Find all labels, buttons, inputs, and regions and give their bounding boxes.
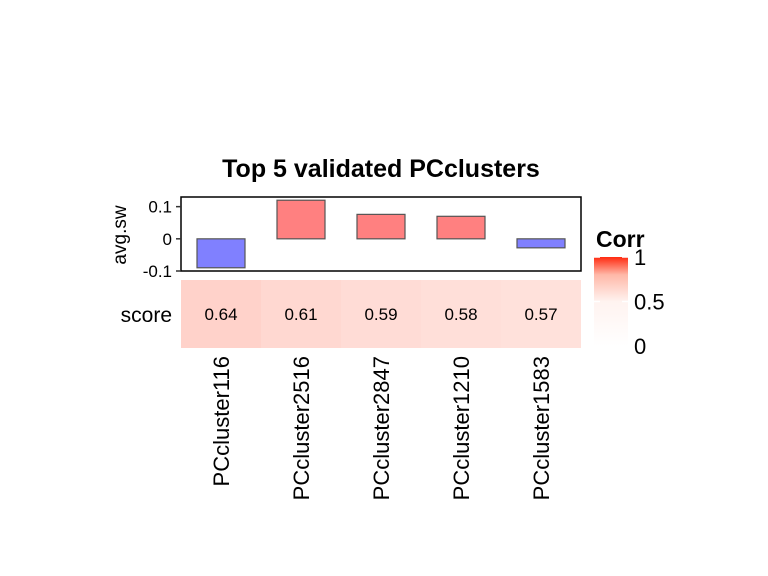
y-tick-label: 0: [163, 230, 172, 249]
heatmap-cell-PCcluster2847: [341, 280, 421, 348]
heatmap-cell-PCcluster1210: [421, 280, 501, 348]
legend: Corr 10.50: [594, 226, 665, 359]
x-category-label: PCcluster2516: [289, 356, 314, 500]
bars: [196, 199, 566, 269]
heatmap-cells: 0.64 0.61 0.59 0.58 0.57: [181, 280, 581, 348]
x-axis-labels: PCcluster116 PCcluster2516 PCcluster2847 PC…: [209, 356, 554, 500]
y-tick-label: 0.1: [148, 198, 172, 217]
heatmap-row-label: score: [121, 304, 172, 327]
legend-tick-label: 1: [634, 245, 646, 270]
bar-PCcluster2847: [356, 213, 406, 240]
heatmap-panel: score 0.64 0.61 0.59 0.58 0.57: [121, 280, 581, 348]
heatmap-value-label: 0.58: [444, 305, 477, 324]
heatmap-cell-PCcluster116: [181, 280, 261, 348]
heatmap-cell-PCcluster2516: [261, 280, 341, 348]
bar-y-axis: 0.1 0 -0.1: [143, 198, 181, 281]
chart-title: Top 5 validated PCclusters: [222, 155, 540, 183]
heatmap-value-label: 0.59: [364, 305, 397, 324]
bar-PCcluster1210: [436, 215, 486, 240]
x-category-label: PCcluster1210: [449, 356, 474, 500]
heatmap-cell-PCcluster1583: [501, 280, 581, 348]
bar-PCcluster116: [196, 238, 246, 269]
bar-panel-ylabel: avg.sw: [110, 205, 131, 264]
bar-panel: avg.sw 0.1 0 -0.1: [110, 196, 582, 281]
y-tick-label: -0.1: [143, 262, 172, 281]
legend-tick-label: 0.5: [634, 290, 665, 315]
heatmap-value-label: 0.57: [524, 305, 557, 324]
heatmap-value-label: 0.64: [204, 305, 237, 324]
heatmap-value-label: 0.61: [284, 305, 317, 324]
legend-tick-label: 0: [634, 334, 646, 359]
bar-PCcluster2516: [276, 199, 326, 240]
legend-title: Corr: [596, 226, 645, 252]
x-category-label: PCcluster2847: [369, 356, 394, 500]
x-category-label: PCcluster116: [209, 356, 234, 486]
bar-PCcluster1583: [516, 238, 566, 249]
legend-ticks: 10.50: [594, 245, 665, 359]
bar-panel-frame: [180, 196, 582, 272]
x-category-label: PCcluster1583: [529, 356, 554, 500]
